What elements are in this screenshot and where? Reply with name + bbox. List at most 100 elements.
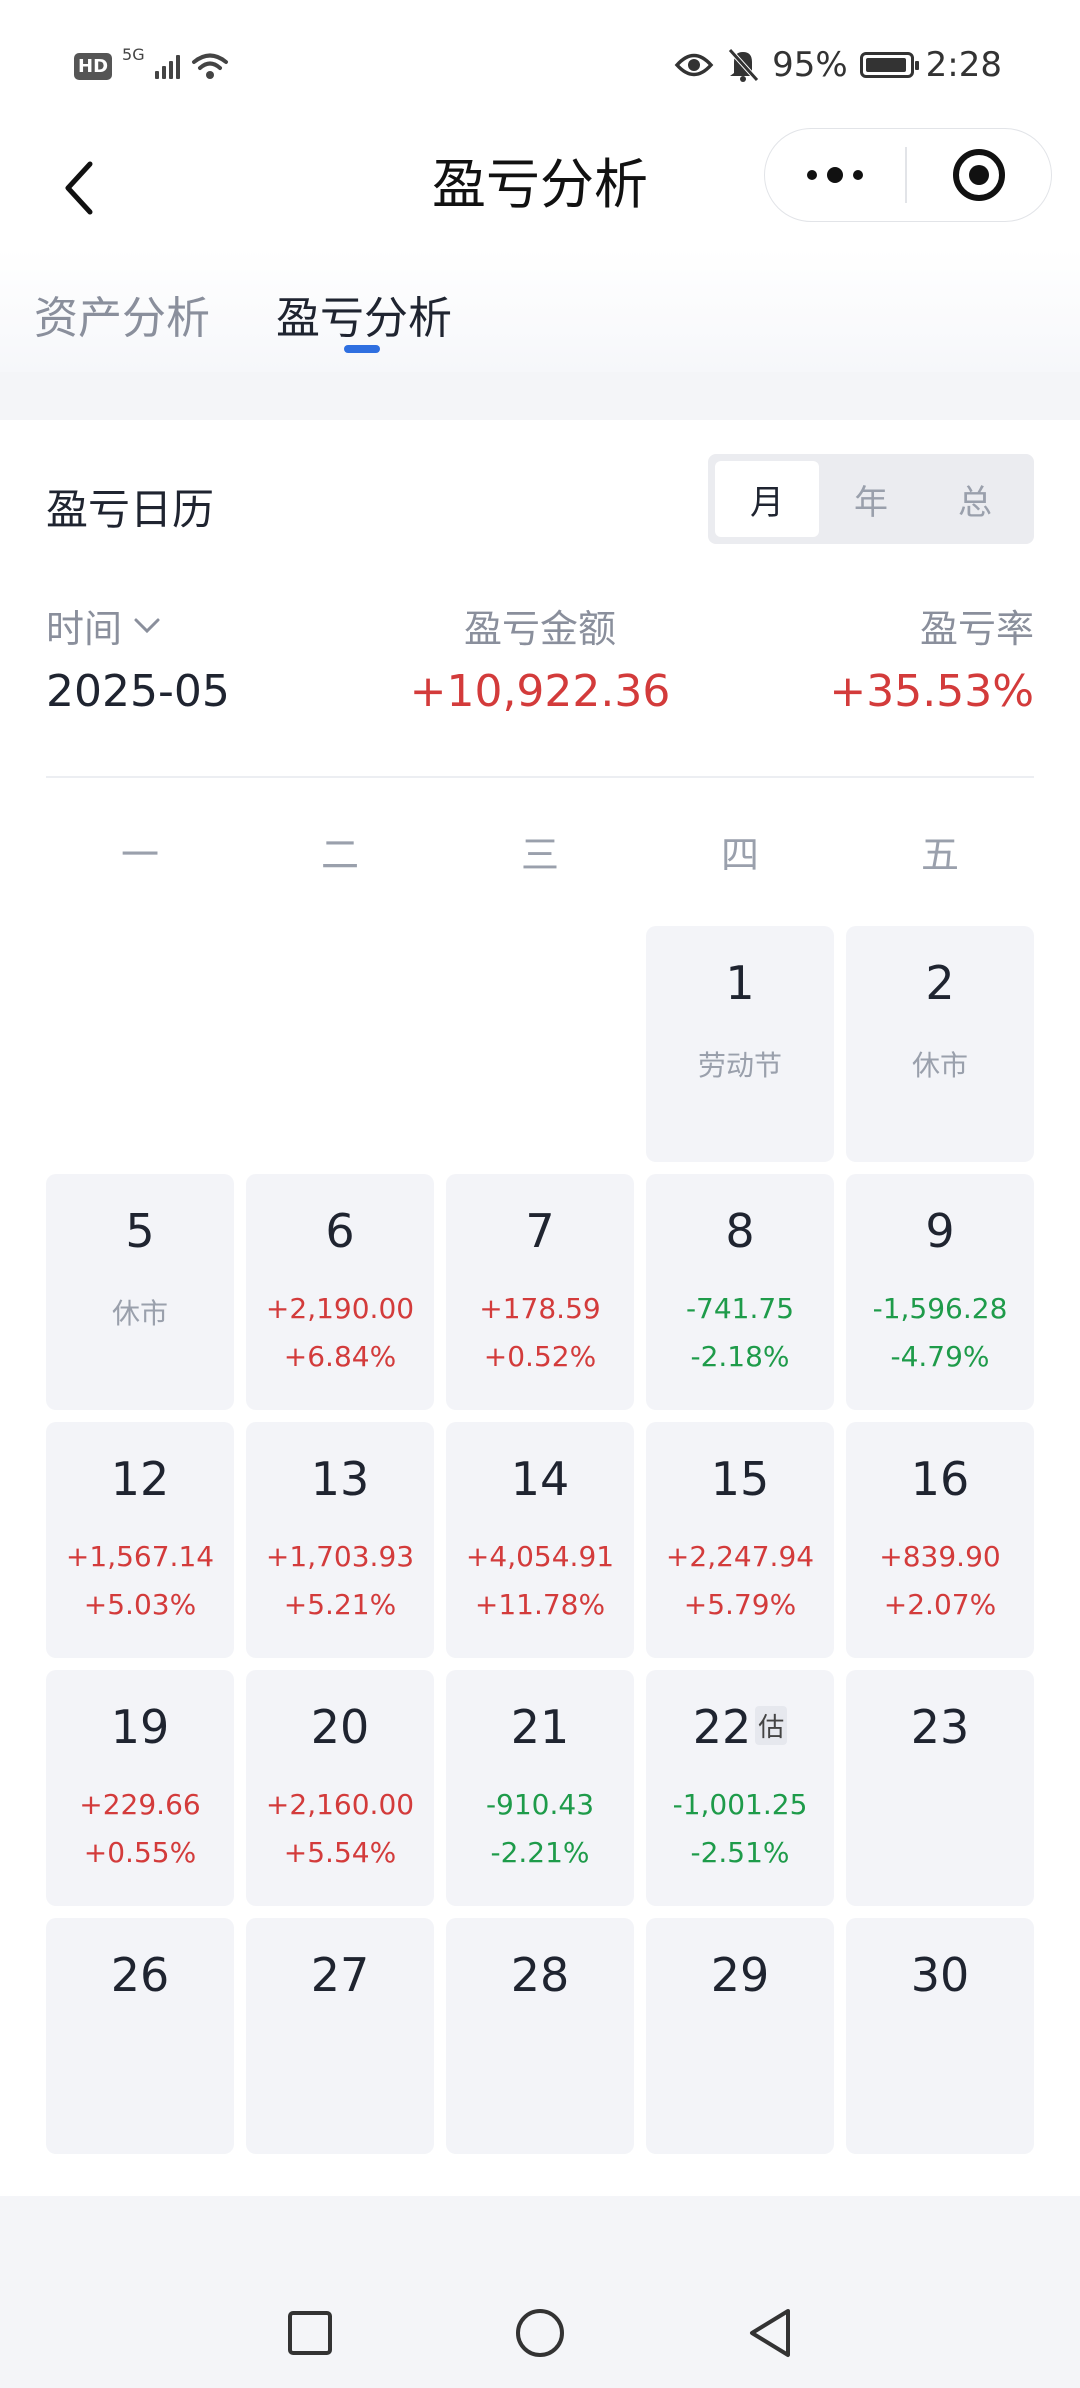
system-nav-bar: [0, 2276, 1080, 2388]
system-back-button[interactable]: [735, 2298, 805, 2368]
day-pnl-rate: +2.07%: [883, 1588, 997, 1621]
battery-icon: [859, 52, 919, 78]
calendar-day-cell[interactable]: 20 +2,160.00 +5.54%: [246, 1670, 434, 1906]
day-number: 30: [910, 1948, 970, 2002]
calendar-day-cell[interactable]: 23: [846, 1670, 1034, 1906]
calendar-day-cell[interactable]: 26: [46, 1918, 234, 2154]
day-number: 21: [510, 1700, 570, 1754]
calendar-day-cell[interactable]: 15 +2,247.94 +5.79%: [646, 1422, 834, 1658]
weekday-wed: 三: [520, 833, 559, 877]
day-pnl-amount: +4,054.91: [465, 1540, 615, 1573]
day-pnl-amount: -1,596.28: [872, 1292, 1008, 1325]
close-icon: [953, 149, 1005, 201]
calendar-day-cell[interactable]: 22 估 -1,001.25 -2.51%: [646, 1670, 834, 1906]
day-number: 2: [925, 956, 955, 1010]
total-amount: +10,922.36: [409, 666, 671, 717]
day-pnl-amount: +839.90: [879, 1540, 1001, 1573]
status-left: HD 5G: [74, 44, 230, 86]
weekday-fri: 五: [920, 833, 959, 877]
capsule-divider: [905, 147, 907, 203]
time-selector[interactable]: 时间: [46, 598, 162, 653]
day-pnl-amount: +229.66: [79, 1788, 201, 1821]
tab-indicator: [344, 345, 380, 353]
calendar-day-cell[interactable]: 28: [446, 1918, 634, 2154]
segment-total[interactable]: 总: [958, 482, 992, 523]
card-title: 盈亏日历: [46, 485, 215, 534]
calendar-day-cell[interactable]: 21 -910.43 -2.21%: [446, 1670, 634, 1906]
eye-icon: [674, 53, 714, 77]
day-number: 13: [310, 1452, 370, 1506]
day-number: 16: [910, 1452, 970, 1506]
signal-icon: [154, 53, 180, 79]
day-pnl-rate: +0.55%: [83, 1836, 197, 1869]
day-note: 休市: [911, 1049, 968, 1082]
weekday-mon: 一: [120, 833, 159, 877]
calendar-day-cell[interactable]: 5 休市: [46, 1174, 234, 1410]
day-pnl-amount: -910.43: [485, 1788, 595, 1821]
day-pnl-amount: +2,160.00: [265, 1788, 415, 1821]
day-number: 28: [510, 1948, 570, 2002]
amount-label: 盈亏金额: [463, 607, 616, 651]
day-pnl-rate: +5.03%: [83, 1588, 197, 1621]
calendar-day-cell[interactable]: 8 -741.75 -2.18%: [646, 1174, 834, 1410]
home-icon: [516, 2309, 564, 2357]
calendar-day-cell[interactable]: 12 +1,567.14 +5.03%: [46, 1422, 234, 1658]
network-type: 5G: [122, 44, 145, 64]
day-number: 20: [310, 1700, 370, 1754]
weekday-thu: 四: [720, 833, 759, 877]
home-button[interactable]: [505, 2298, 575, 2368]
day-pnl-rate: -4.79%: [890, 1340, 990, 1373]
total-rate: +35.53%: [829, 666, 1034, 717]
day-number: 26: [110, 1948, 170, 2002]
day-pnl-amount: -741.75: [685, 1292, 795, 1325]
recent-apps-button[interactable]: [275, 2298, 345, 2368]
calendar-day-cell[interactable]: 14 +4,054.91 +11.78%: [446, 1422, 634, 1658]
day-number: 27: [310, 1948, 370, 2002]
day-pnl-rate: -2.21%: [490, 1836, 590, 1869]
back-button[interactable]: [40, 148, 120, 228]
day-number: 1: [725, 956, 755, 1010]
day-pnl-rate: +5.21%: [283, 1588, 397, 1621]
chevron-down-icon: [134, 618, 160, 633]
close-button[interactable]: [907, 129, 1051, 221]
day-number: 19: [110, 1700, 170, 1754]
calendar-day-cell[interactable]: 27: [246, 1918, 434, 2154]
calendar-day-cell[interactable]: 13 +1,703.93 +5.21%: [246, 1422, 434, 1658]
calendar-day-cell[interactable]: 19 +229.66 +0.55%: [46, 1670, 234, 1906]
estimate-badge: 估: [755, 1706, 788, 1745]
wifi-icon: [191, 53, 228, 79]
segment-month[interactable]: 月: [715, 461, 819, 537]
calendar-day-cell[interactable]: 16 +839.90 +2.07%: [846, 1422, 1034, 1658]
day-number: 7: [525, 1204, 555, 1258]
day-number: 23: [910, 1700, 970, 1754]
period-selector: 月 年 总: [708, 454, 1034, 544]
nav-bar: 盈亏分析: [0, 128, 1080, 248]
day-number: 29: [710, 1948, 770, 2002]
tab-pnl-analysis[interactable]: 盈亏分析: [276, 293, 452, 344]
calendar-day-cell[interactable]: 29: [646, 1918, 834, 2154]
day-pnl-rate: +5.79%: [683, 1588, 797, 1621]
back-triangle-icon: [750, 2309, 790, 2357]
day-pnl-amount: +1,703.93: [265, 1540, 415, 1573]
day-pnl-rate: +0.52%: [483, 1340, 597, 1373]
calendar-day-cell[interactable]: 7 +178.59 +0.52%: [446, 1174, 634, 1410]
day-pnl-rate: -2.18%: [690, 1340, 790, 1373]
calendar-day-cell[interactable]: 9 -1,596.28 -4.79%: [846, 1174, 1034, 1410]
day-number: 5: [125, 1204, 155, 1258]
day-pnl-amount: -1,001.25: [672, 1788, 808, 1821]
calendar-day-cell[interactable]: 2 休市: [846, 926, 1034, 1162]
header-divider: [46, 776, 1034, 778]
day-note: 劳动节: [697, 1049, 782, 1082]
segment-year[interactable]: 年: [854, 482, 888, 523]
tab-asset-analysis[interactable]: 资产分析: [34, 293, 210, 344]
page-title: 盈亏分析: [432, 153, 648, 216]
day-pnl-rate: +6.84%: [283, 1340, 397, 1373]
calendar-day-cell[interactable]: 6 +2,190.00 +6.84%: [246, 1174, 434, 1410]
day-pnl-rate: -2.51%: [690, 1836, 790, 1869]
calendar-day-cell[interactable]: 1 劳动节: [646, 926, 834, 1162]
calendar-day-cell[interactable]: 30: [846, 1918, 1034, 2154]
day-pnl-amount: +2,190.00: [265, 1292, 415, 1325]
more-button[interactable]: [765, 129, 905, 221]
day-number: 6: [325, 1204, 355, 1258]
selected-month: 2025-05: [46, 666, 230, 717]
